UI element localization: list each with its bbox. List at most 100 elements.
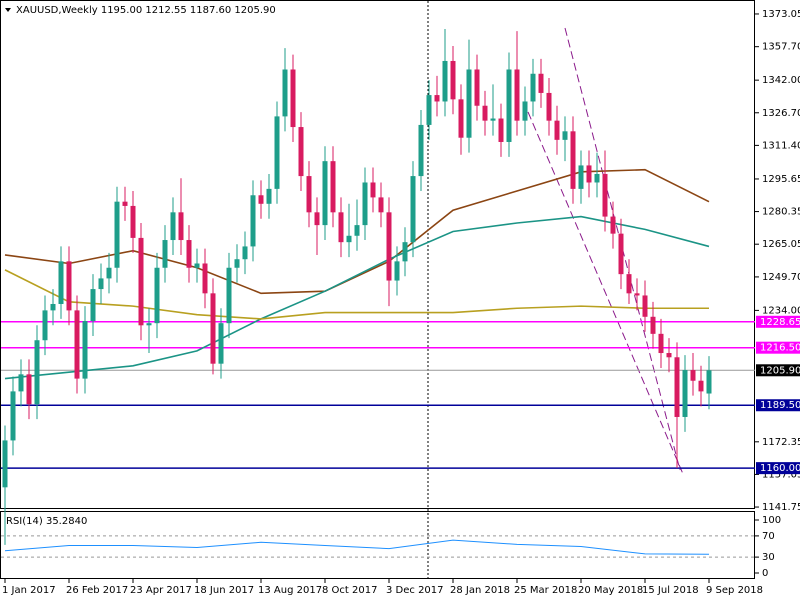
- candle-body: [146, 323, 152, 326]
- y-tick-label: 1326.70: [762, 108, 800, 119]
- x-tick-label: 1 Jan 2017: [2, 585, 56, 596]
- candle-body: [50, 303, 56, 311]
- level-label: 1228.65: [760, 317, 800, 328]
- candle-body: [58, 261, 64, 304]
- candle-body: [546, 92, 552, 121]
- candle-body: [370, 182, 376, 198]
- main-frame: [0, 0, 755, 509]
- x-tick-label: 28 Jan 2018: [450, 585, 510, 596]
- y-tick-label: 1280.35: [762, 207, 800, 218]
- rsi-label: RSI(14) 35.2840: [6, 516, 87, 527]
- level-label: 1189.50: [760, 400, 800, 411]
- candle-body: [162, 240, 168, 268]
- candle-body: [42, 310, 48, 341]
- candle-body: [290, 69, 296, 128]
- candle-body: [34, 340, 40, 405]
- candle-body: [26, 374, 32, 405]
- level-box: [756, 462, 800, 475]
- candle-body: [626, 274, 632, 294]
- candle-body: [266, 188, 272, 204]
- candle-body: [658, 333, 664, 354]
- candle-body: [594, 173, 600, 183]
- candle-body: [74, 310, 80, 379]
- y-tick-label: 1265.05: [762, 239, 800, 250]
- candle-body: [506, 69, 512, 142]
- candle-body: [634, 293, 640, 296]
- y-tick-label: 1373.05: [762, 9, 800, 20]
- candle-body: [578, 165, 584, 189]
- rsi-tick-label: 0: [762, 568, 768, 579]
- candle-body: [554, 120, 560, 140]
- level-box: [756, 341, 800, 354]
- x-tick-label: 18 Jun 2017: [194, 585, 254, 596]
- candle-body: [450, 60, 456, 100]
- y-tick-label: 1141.75: [762, 502, 800, 513]
- x-tick-label: 20 May 2018: [578, 585, 643, 596]
- x-tick-label: 26 Feb 2017: [66, 585, 128, 596]
- candle-body: [482, 105, 488, 121]
- level-box: [756, 364, 800, 377]
- y-tick-label: 1357.70: [762, 42, 800, 53]
- x-tick-label: 23 Apr 2017: [130, 585, 192, 596]
- candle-body: [122, 201, 128, 206]
- candle-body: [194, 263, 200, 268]
- candle-body: [338, 212, 344, 243]
- candle-body: [410, 176, 416, 243]
- candle-body: [498, 118, 504, 142]
- candle-body: [682, 370, 688, 417]
- candle-body: [138, 237, 144, 326]
- menu-icon: [5, 8, 11, 12]
- candle-body: [130, 205, 136, 238]
- candle-body: [18, 374, 24, 392]
- candle-body: [642, 295, 648, 317]
- y-tick-label: 1249.70: [762, 272, 800, 283]
- candle-body: [698, 380, 704, 392]
- x-tick-label: 25 Mar 2018: [514, 585, 577, 596]
- candle-body: [474, 69, 480, 106]
- level-box: [756, 315, 800, 328]
- candle-body: [66, 261, 72, 311]
- y-tick-label: 1234.00: [762, 305, 800, 316]
- candle-body: [298, 127, 304, 177]
- candle-body: [90, 289, 96, 322]
- candle-body: [434, 95, 440, 102]
- candle-body: [426, 95, 432, 125]
- moving-average: [4, 215, 710, 380]
- candle-body: [562, 131, 568, 140]
- candle-body: [226, 267, 232, 324]
- candle-body: [306, 176, 312, 213]
- x-tick-label: 9 Sep 2018: [706, 585, 763, 596]
- candle-body: [202, 263, 208, 294]
- candle-body: [186, 240, 192, 268]
- y-tick-label: 1295.65: [762, 174, 800, 185]
- x-tick-label: 13 Aug 2017: [258, 585, 322, 596]
- rsi-tick-label: 100: [762, 515, 781, 526]
- candle-body: [402, 242, 408, 262]
- candle-body: [386, 212, 392, 281]
- rsi-tick-label: 30: [762, 552, 775, 563]
- candle-body: [82, 321, 88, 379]
- candle-body: [106, 267, 112, 279]
- candle-body: [10, 391, 16, 441]
- candle-body: [466, 69, 472, 138]
- candle-body: [154, 267, 160, 324]
- rsi-frame: [0, 511, 755, 579]
- level-label: 1205.90: [760, 365, 800, 376]
- y-tick-label: 1172.35: [762, 437, 800, 448]
- level-box: [756, 399, 800, 412]
- candle-body: [538, 73, 544, 93]
- candle-body: [690, 370, 696, 381]
- candle-body: [250, 195, 256, 247]
- candle-body: [170, 212, 176, 241]
- rsi-line: [4, 539, 710, 555]
- candle-body: [522, 101, 528, 121]
- candle-body: [706, 370, 712, 394]
- candle-body: [490, 118, 496, 121]
- candle-body: [666, 353, 672, 358]
- candle-body: [442, 60, 448, 102]
- candle-body: [362, 182, 368, 226]
- candle-body: [242, 246, 248, 260]
- candle-body: [514, 69, 520, 121]
- candle-body: [322, 161, 328, 226]
- candle-body: [378, 197, 384, 213]
